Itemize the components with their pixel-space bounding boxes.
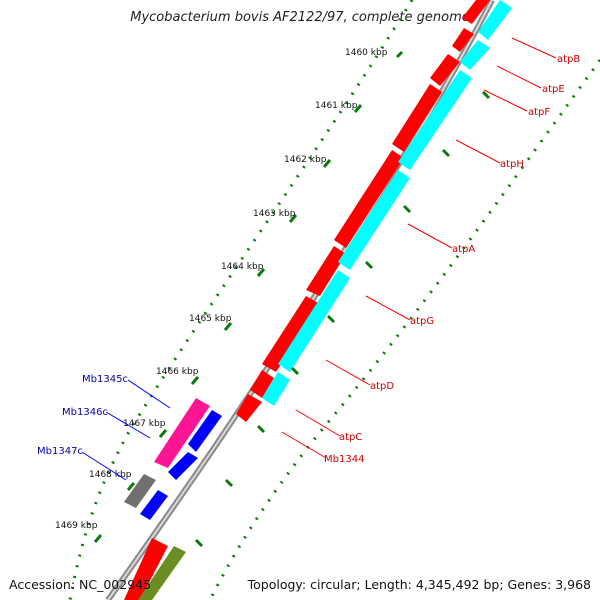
genome-summary-text: Topology: circular; Length: 4,345,492 bp… xyxy=(247,577,591,592)
accession-text: Accession: NC_002945 xyxy=(9,577,152,592)
gene-atpF-arrow[interactable] xyxy=(430,54,460,86)
gene-Mb1345c-arrow[interactable] xyxy=(154,398,210,468)
gene-atpH-arrow[interactable] xyxy=(392,84,442,152)
tick-label-1469: 1469 kbp xyxy=(55,521,98,531)
gene-label-atpB[interactable]: atpB xyxy=(557,54,580,65)
gene-label-Mb1344[interactable]: Mb1344 xyxy=(324,454,364,465)
gene-label-atpC[interactable]: atpC xyxy=(339,432,362,443)
cyan-feature-track xyxy=(262,0,512,406)
gene-atpG-arrow[interactable] xyxy=(306,246,346,296)
gene-label-atpF[interactable]: atpF xyxy=(528,107,550,118)
gene-label-atpE[interactable]: atpE xyxy=(542,84,565,95)
gene-label-atpG[interactable]: atpG xyxy=(410,316,434,327)
gene-Mb1346c-arrow-b[interactable] xyxy=(168,452,198,480)
tick-label-1468: 1468 kbp xyxy=(89,470,132,480)
cyan-block-2 xyxy=(460,40,490,70)
cyan-block-6 xyxy=(262,372,290,406)
tick-1469 xyxy=(93,534,103,543)
tick-label-1464: 1464 kbp xyxy=(221,262,264,272)
tick-1465 xyxy=(223,322,233,331)
tick-label-1465: 1465 kbp xyxy=(189,314,232,324)
tick-1466 xyxy=(190,376,200,385)
tick-1468 xyxy=(126,482,136,491)
gene-Mb1347c-arrow-b[interactable] xyxy=(140,490,168,520)
tick-label-1466: 1466 kbp xyxy=(156,367,199,377)
gene-lower-olive-arrow[interactable] xyxy=(138,546,186,600)
inner-ring-ticks xyxy=(194,90,491,548)
reverse-leader-lines xyxy=(81,379,171,481)
tick-label-1467: 1467 kbp xyxy=(123,419,166,429)
scale-ticks: 1460 kbp 1461 kbp 1462 kbp 1463 kbp 1464… xyxy=(55,48,404,543)
forward-gene-labels: atpB atpE atpF atpH atpA atpG atpD atpC … xyxy=(324,54,580,465)
reverse-gene-labels: Mb1345c Mb1346c Mb1347c xyxy=(37,374,128,457)
gene-label-atpH[interactable]: atpH xyxy=(500,159,524,170)
tick-1464 xyxy=(256,268,266,277)
forward-gene-track xyxy=(236,0,490,422)
cyan-block-5 xyxy=(278,270,350,372)
gene-Mb1344-arrow[interactable] xyxy=(236,394,262,422)
gene-label-atpA[interactable]: atpA xyxy=(452,244,475,255)
gene-label-atpD[interactable]: atpD xyxy=(370,381,394,392)
scale-ring-outer xyxy=(68,0,414,600)
gene-atpB-arrow[interactable] xyxy=(462,0,490,24)
cyan-block-3 xyxy=(398,70,472,170)
tick-label-1462: 1462 kbp xyxy=(284,155,327,165)
tick-label-1461: 1461 kbp xyxy=(315,101,358,111)
forward-leader-lines xyxy=(281,37,557,459)
gene-atpC-arrow[interactable] xyxy=(250,370,274,398)
tick-1460 xyxy=(395,50,404,59)
tick-label-1460: 1460 kbp xyxy=(345,48,388,58)
gene-atpE-arrow[interactable] xyxy=(452,28,474,52)
gene-label-Mb1345c[interactable]: Mb1345c xyxy=(82,374,128,385)
reverse-gene-track xyxy=(124,398,222,600)
gene-label-Mb1346c[interactable]: Mb1346c xyxy=(62,407,108,418)
gene-atpA-arrow[interactable] xyxy=(334,150,404,248)
tick-label-1463: 1463 kbp xyxy=(253,209,296,219)
tick-1462 xyxy=(322,159,332,168)
cyan-block-4 xyxy=(338,170,410,270)
tick-1461 xyxy=(353,104,363,113)
tick-1463 xyxy=(288,214,298,223)
map-title: Mycobacterium bovis AF2122/97, complete … xyxy=(130,10,470,25)
cyan-block-1 xyxy=(478,0,512,40)
gene-atpD-arrow[interactable] xyxy=(262,296,320,372)
gene-Mb1347c-arrow[interactable] xyxy=(124,474,156,508)
gene-lower-red-arrow[interactable] xyxy=(124,538,168,600)
scale-ring-inner xyxy=(208,59,600,600)
gene-label-Mb1347c[interactable]: Mb1347c xyxy=(37,446,83,457)
tick-1467 xyxy=(158,429,168,438)
gene-Mb1346c-arrow[interactable] xyxy=(188,410,222,452)
